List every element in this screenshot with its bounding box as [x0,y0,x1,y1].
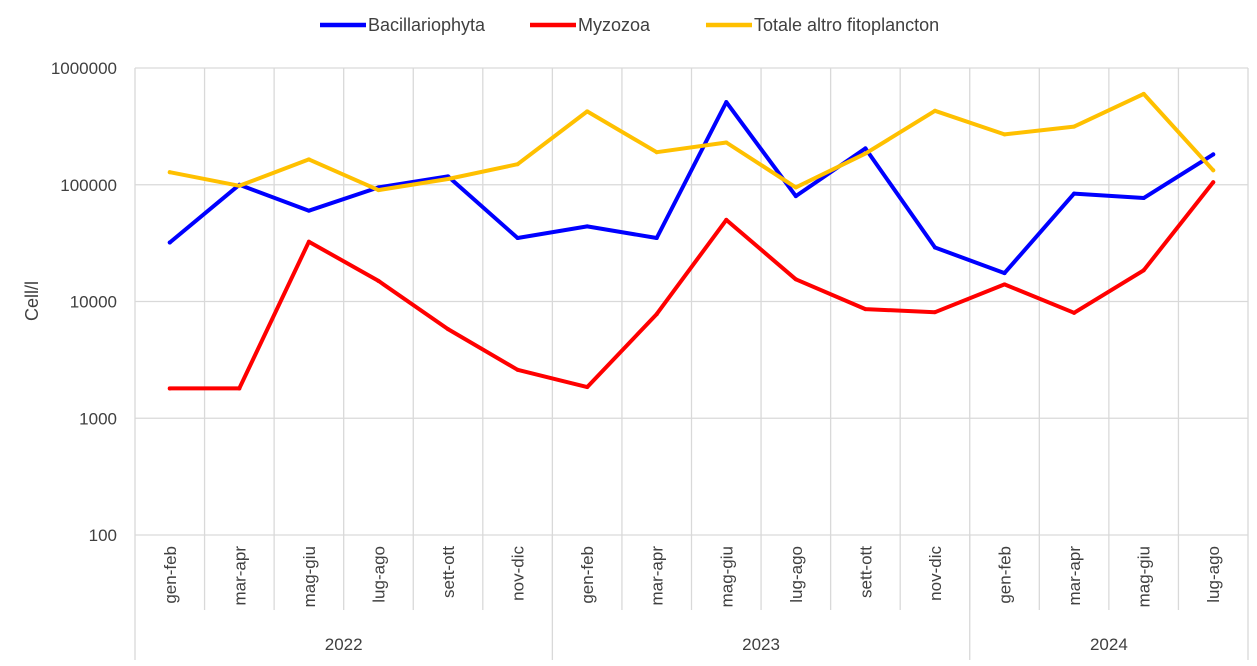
data-point [167,386,172,391]
data-point [793,185,798,190]
data-point [306,239,311,244]
data-point [932,108,937,113]
legend-label: Totale altro fitoplancton [754,15,939,35]
data-point [654,312,659,317]
year-group-label: 2024 [1090,635,1128,654]
data-point [376,188,381,193]
x-tick-label: sett-ott [439,546,458,598]
y-tick-label: 10000 [70,293,117,312]
data-point [1072,191,1077,196]
data-point [932,245,937,250]
data-point [863,151,868,156]
x-tick-label: mar-apr [230,546,249,606]
data-point [1002,282,1007,287]
data-point [1211,152,1216,157]
data-point [1211,180,1216,185]
data-point [515,162,520,167]
series-lines [167,91,1216,391]
data-point [306,208,311,213]
data-point [1141,196,1146,201]
y-tick-label: 1000000 [51,59,117,78]
data-point [654,150,659,155]
series-line-totale-altro-fitoplancton [167,91,1216,193]
x-tick-label: mag-giu [1135,546,1154,607]
series-line-myzozoa [167,180,1216,391]
data-point [237,386,242,391]
x-tick-label: gen-feb [996,546,1015,604]
data-point [724,100,729,105]
data-point [793,277,798,282]
x-tick-label: mag-giu [300,546,319,607]
x-tick-label: mar-apr [1065,546,1084,606]
data-point [1141,91,1146,96]
year-group-label: 2022 [325,635,363,654]
data-point [724,140,729,145]
legend-label: Bacillariophyta [368,15,486,35]
data-point [863,146,868,151]
year-group-label: 2023 [742,635,780,654]
data-point [167,240,172,245]
data-point [863,307,868,312]
y-tick-label: 1000 [79,409,117,428]
x-tick-label: nov-dic [926,546,945,601]
y-axis-ticks: 100 1000 10000 100000 1000000 [51,59,117,545]
data-point [1002,132,1007,137]
legend: Bacillariophyta Myzozoa Totale altro fitop… [320,15,939,35]
x-tick-label: lug-ago [787,546,806,603]
x-axis-groups: 2022 2023 2024 [325,635,1128,654]
x-tick-label: mar-apr [648,546,667,606]
data-point [1002,271,1007,276]
x-tick-label: nov-dic [509,546,528,601]
data-point [585,224,590,229]
data-point [306,157,311,162]
x-tick-label: lug-ago [1204,546,1223,603]
x-tick-label: gen-feb [578,546,597,604]
x-tick-label: lug-ago [369,546,388,603]
y-tick-label: 100000 [60,176,117,195]
data-point [1211,168,1216,173]
data-point [1072,310,1077,315]
data-point [724,217,729,222]
data-point [446,177,451,182]
x-tick-label: mag-giu [717,546,736,607]
data-point [515,235,520,240]
data-point [237,183,242,188]
data-point [1072,124,1077,129]
data-point [515,367,520,372]
data-point [654,235,659,240]
legend-label: Myzozoa [578,15,651,35]
data-point [932,310,937,315]
data-point [793,194,798,199]
grid [134,67,1249,660]
data-point [167,170,172,175]
data-point [1141,268,1146,273]
x-tick-label: gen-feb [161,546,180,604]
data-point [376,278,381,283]
y-tick-label: 100 [89,526,117,545]
y-axis-title: Cell/l [22,281,42,321]
series-line-bacillariophyta [167,100,1216,276]
x-tick-label: sett-ott [856,546,875,598]
data-point [585,109,590,114]
data-point [446,327,451,332]
x-axis-ticks: gen-feb mar-apr mag-giu lug-ago sett-ott nov-… [161,546,1223,608]
data-point [585,385,590,390]
